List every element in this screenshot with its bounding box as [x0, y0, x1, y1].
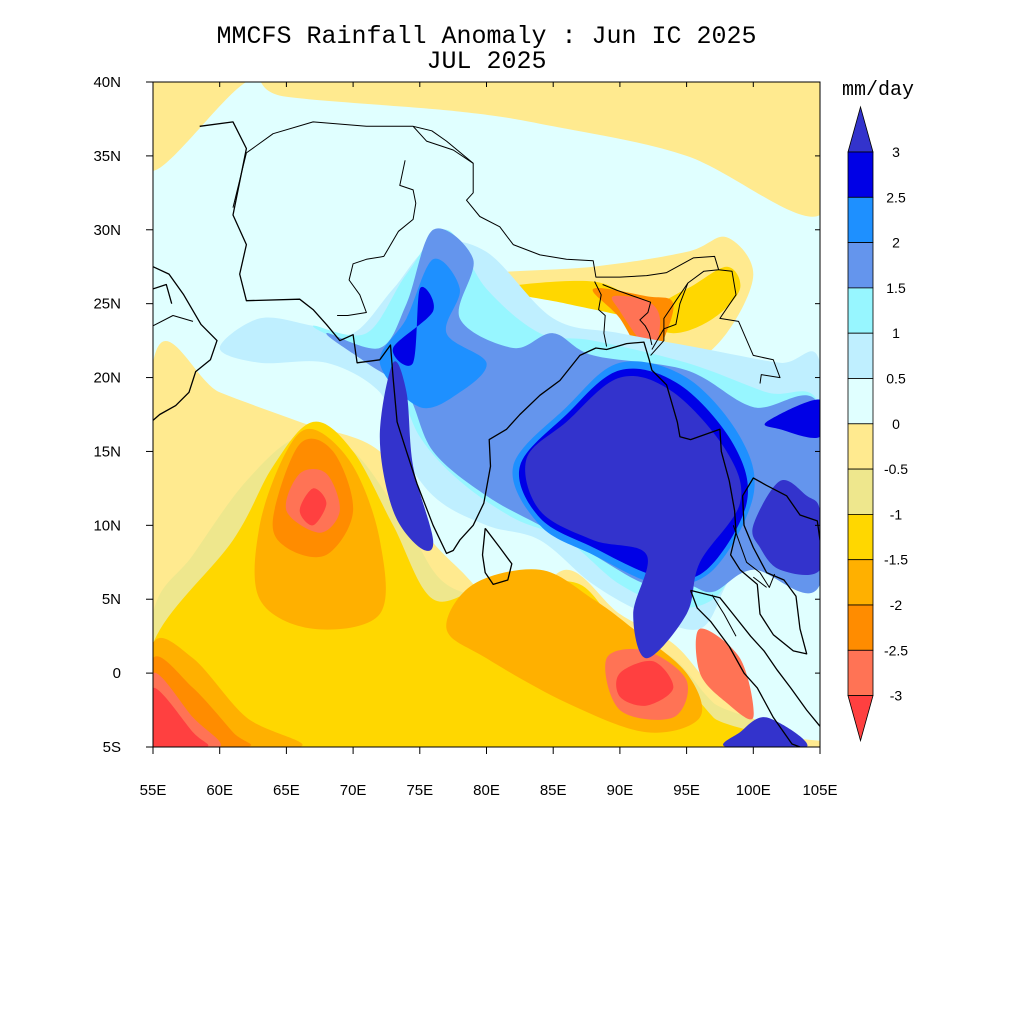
- border-7: [153, 315, 194, 327]
- lat-tick-label: 5N: [102, 591, 121, 608]
- map-axes: 55E 60E 65E 70E 75E 80E 85E 90E 95E 100E 105E 40N 35…: [93, 74, 837, 799]
- border-9: [711, 594, 737, 637]
- colorbar-label: -3: [890, 688, 903, 704]
- lat-tick-label: 15N: [93, 443, 121, 460]
- coastline-1: [481, 527, 513, 586]
- anomaly-region-28: [379, 361, 434, 551]
- colorbar-box: [847, 649, 874, 696]
- anomaly-region-27: [525, 376, 742, 659]
- colorbar-box: [847, 242, 874, 289]
- lon-tick-label: 100E: [736, 782, 771, 799]
- coastline-layer: [153, 121, 820, 747]
- border-8: [732, 525, 776, 588]
- coastline-3: [689, 590, 801, 747]
- coastline-2: [690, 589, 820, 727]
- colorbar-label: 0: [892, 416, 900, 432]
- colorbar-label: 0.5: [886, 371, 906, 387]
- colorbar-box: [847, 378, 874, 425]
- colorbar-box: [847, 604, 874, 651]
- colorbar-box: [847, 514, 874, 561]
- colorbar-box: [847, 468, 874, 515]
- colorbar-label: -2: [890, 597, 903, 613]
- anomaly-region-30: [764, 399, 820, 438]
- lat-tick-label: 10N: [93, 517, 121, 534]
- colorbar-label: 1.5: [886, 280, 906, 296]
- map-subtitle: JUL 2025: [426, 47, 547, 76]
- anomaly-fill-layer: [153, 82, 820, 747]
- lon-tick-label: 60E: [206, 782, 233, 799]
- anomaly-region-31: [723, 717, 808, 747]
- anomaly-region-26: [392, 286, 434, 366]
- lat-tick-label: 40N: [93, 74, 121, 91]
- colorbar-top-arrow: [847, 105, 874, 153]
- border-2: [337, 160, 417, 316]
- anomaly-region-15: [153, 687, 209, 747]
- anomaly-region-23: [379, 258, 487, 409]
- anomaly-region-29: [752, 480, 820, 575]
- lat-tick-label: 30N: [93, 222, 121, 239]
- lon-tick-label: 95E: [673, 782, 700, 799]
- lon-tick-label: 75E: [406, 782, 433, 799]
- lon-tick-label: 55E: [140, 782, 167, 799]
- lon-tick-label: 80E: [473, 782, 500, 799]
- colorbar-units: mm/day: [842, 79, 914, 102]
- lat-tick-label: 35N: [93, 148, 121, 165]
- colorbar-box: [847, 332, 874, 379]
- colorbar-label: 2.5: [886, 189, 906, 205]
- lat-tick-label: 25N: [93, 296, 121, 313]
- coastline-5: [153, 283, 173, 304]
- colorbar-label: -0.5: [884, 461, 908, 477]
- colorbar-box: [847, 559, 874, 606]
- border-3: [594, 281, 608, 347]
- colorbar-label: -1.5: [884, 552, 908, 568]
- colorbar-label: 1: [892, 325, 900, 341]
- anomaly-region-11: [695, 628, 754, 720]
- colorbar-box: [847, 423, 874, 470]
- coastline-4: [153, 266, 218, 421]
- anomaly-region-0: [153, 82, 820, 217]
- map-title: MMCFS Rainfall Anomaly : Jun IC 2025: [216, 22, 757, 51]
- colorbar: mm/day 3 2.5 2 1.5 1 0.5 0 -0.5 -1 -1.5 -2 -2.5 -3: [842, 79, 914, 743]
- coastline-0: [199, 121, 820, 655]
- anomaly-region-14: [616, 660, 674, 706]
- colorbar-box: [847, 196, 874, 244]
- lon-tick-label: 65E: [273, 782, 300, 799]
- lon-tick-label: 85E: [540, 782, 567, 799]
- border-5: [650, 282, 689, 356]
- map-plot-area: [152, 81, 821, 748]
- border-1: [412, 125, 474, 164]
- colorbar-bottom-arrow: [847, 695, 874, 743]
- lat-tick-label: 20N: [93, 370, 121, 387]
- colorbar-box: [847, 151, 874, 198]
- colorbar-label: -2.5: [884, 642, 908, 658]
- border-10: [752, 576, 767, 588]
- colorbar-label: -1: [890, 506, 903, 522]
- border-layer: [153, 121, 781, 637]
- lat-tick-label: 0: [113, 665, 121, 682]
- colorbar-label: 3: [892, 144, 900, 160]
- lon-tick-label: 90E: [607, 782, 634, 799]
- colorbar-label: 2: [892, 235, 900, 251]
- border-6: [718, 269, 781, 384]
- lon-tick-label: 70E: [340, 782, 367, 799]
- lat-tick-label: 5S: [103, 739, 121, 756]
- anomaly-region-13: [299, 488, 327, 526]
- colorbar-box: [847, 287, 874, 334]
- lon-tick-label: 105E: [802, 782, 837, 799]
- border-4: [602, 284, 653, 346]
